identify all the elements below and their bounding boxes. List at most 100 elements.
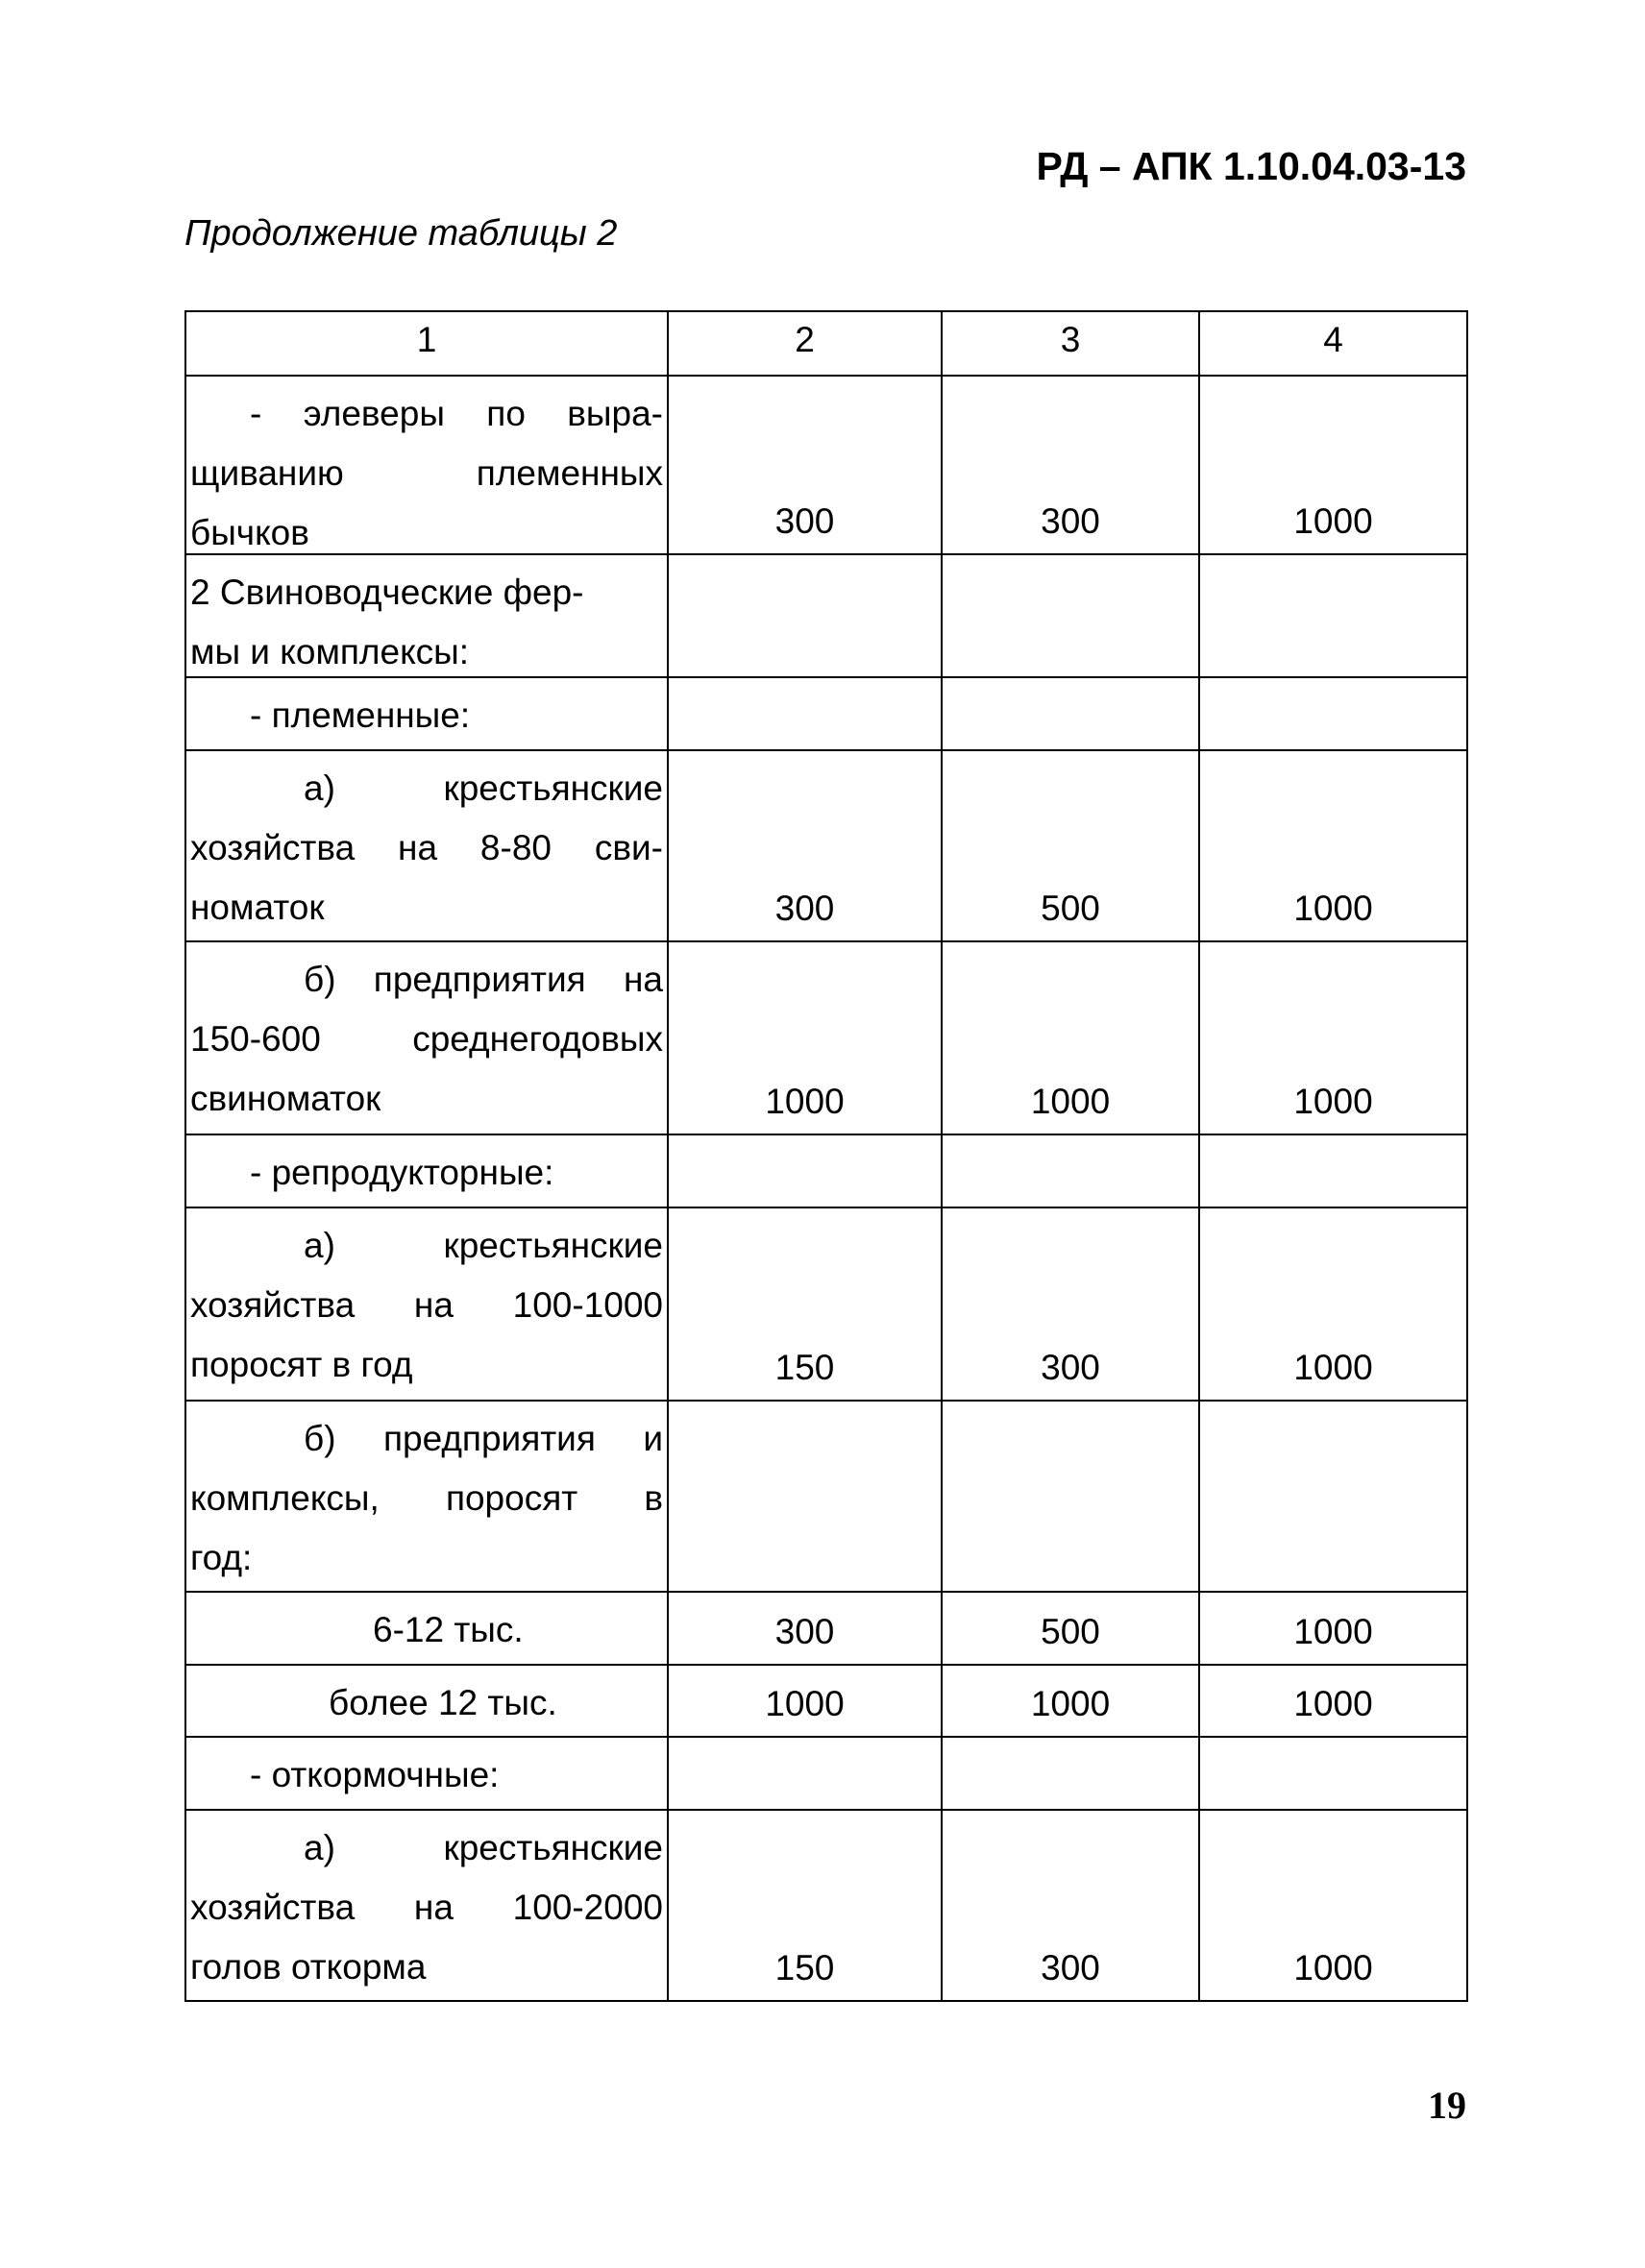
table-row: а) крестьянские хозяйства на 100-2000 голо…: [184, 1809, 1468, 2002]
row-label-cell: - элеверы по выра-щиванию племенных бычко…: [184, 375, 669, 555]
header-cell: 1: [184, 310, 669, 377]
table-row: б) предприятия и комплексы, поросят в год:: [184, 1400, 1468, 1593]
header-cell: 2: [667, 310, 943, 377]
value-cell: 1000: [1198, 1207, 1468, 1402]
value-cell: [941, 676, 1200, 751]
row-label-line: хозяйства на 100-1000: [190, 1285, 663, 1325]
header-label: 2: [795, 320, 815, 359]
cell-value: 150: [774, 1948, 835, 1988]
value-cell: 1000: [1198, 375, 1468, 555]
cell-value: 1000: [1293, 1948, 1373, 1988]
value-cell: [667, 1400, 943, 1593]
cell-value: 1000: [1030, 1082, 1111, 1121]
table-continuation-title: Продолжение таблицы 2: [184, 213, 618, 254]
row-label-line: мы и комплексы:: [190, 632, 470, 671]
value-cell: 500: [941, 1591, 1200, 1666]
cell-value: 1000: [1293, 1082, 1373, 1121]
value-cell: 1000: [1198, 1591, 1468, 1666]
row-label-line: а) крестьянские: [304, 1226, 663, 1265]
header-cell: 4: [1198, 310, 1468, 377]
row-label-line: более 12 тыс.: [329, 1683, 557, 1722]
header-cell: 3: [941, 310, 1200, 377]
row-label-line: хозяйства на 8-80 сви-: [190, 828, 663, 867]
cell-value: 1000: [765, 1684, 845, 1723]
cell-value: 500: [1041, 1612, 1100, 1651]
table-row: а) крестьянские хозяйства на 100-1000 поро…: [184, 1207, 1468, 1402]
row-label-line: 150-600 среднегодовых: [190, 1019, 663, 1059]
value-cell: 1000: [941, 940, 1200, 1135]
row-label-line: - племенные:: [250, 695, 471, 735]
table-row: более 12 тыс. 1000 1000 1000: [184, 1664, 1468, 1738]
value-cell: 300: [941, 1809, 1200, 2002]
cell-value: 300: [774, 501, 835, 541]
table-row: - репродукторные:: [184, 1134, 1468, 1208]
row-label-cell: б) предприятия и комплексы, поросят в год:: [184, 1400, 669, 1593]
value-cell: 1000: [1198, 1664, 1468, 1738]
value-cell: 1000: [667, 940, 943, 1135]
value-cell: [1198, 676, 1468, 751]
value-cell: [667, 553, 943, 678]
row-label-cell: а) крестьянские хозяйства на 100-1000 поро…: [184, 1207, 669, 1402]
value-cell: [667, 1134, 943, 1208]
row-label-cell: более 12 тыс.: [184, 1664, 669, 1738]
table-row: - откормочные:: [184, 1736, 1468, 1811]
cell-value: 300: [774, 1612, 835, 1651]
table-header-row: 1 2 3 4: [184, 310, 1468, 377]
value-cell: [941, 553, 1200, 678]
cell-value: 300: [1041, 1348, 1100, 1387]
row-label-cell: 2 Свиноводческие фер-мы и комплексы:: [184, 553, 669, 678]
value-cell: [1198, 1400, 1468, 1593]
header-label: 4: [1323, 320, 1343, 359]
row-label-line: а) крестьянские: [304, 768, 663, 808]
row-label-line: б) предприятия на: [304, 960, 663, 999]
value-cell: 300: [941, 375, 1200, 555]
row-label-line: комплексы, поросят в: [190, 1478, 663, 1518]
value-cell: 500: [941, 749, 1200, 942]
page-number: 19: [1428, 2084, 1466, 2127]
row-label-line: 2 Свиноводческие фер-: [190, 573, 584, 612]
cell-value: 1000: [1293, 889, 1373, 928]
value-cell: 1000: [667, 1664, 943, 1738]
row-label-cell: 6-12 тыс.: [184, 1591, 669, 1666]
cell-value: 1000: [1293, 1612, 1373, 1651]
header-label: 3: [1060, 320, 1081, 359]
cell-value: 150: [774, 1348, 835, 1387]
row-label-line: - элеверы по выра-: [250, 394, 663, 433]
row-label-line: голов откорма: [190, 1947, 427, 1987]
row-label-line: номаток: [190, 888, 325, 927]
document-code: РД – АПК 1.10.04.03-13: [1036, 144, 1466, 188]
cell-value: 1000: [765, 1082, 845, 1121]
value-cell: [941, 1134, 1200, 1208]
table-row: б) предприятия на 150-600 среднегодовых св…: [184, 940, 1468, 1135]
row-label-line: б) предприятия и: [304, 1419, 663, 1458]
cell-value: 300: [1041, 501, 1100, 541]
value-cell: [1198, 1134, 1468, 1208]
value-cell: 300: [667, 375, 943, 555]
value-cell: [667, 676, 943, 751]
table-row: - элеверы по выра-щиванию племенных бычко…: [184, 375, 1468, 555]
cell-value: 1000: [1293, 1348, 1373, 1387]
value-cell: 1000: [941, 1664, 1200, 1738]
row-label-cell: - репродукторные:: [184, 1134, 669, 1208]
table-row: 2 Свиноводческие фер-мы и комплексы:: [184, 553, 1468, 678]
value-cell: [941, 1400, 1200, 1593]
row-label-line: хозяйства на 100-2000: [190, 1888, 663, 1927]
cell-value: 1000: [1293, 501, 1373, 541]
table-row: - племенные:: [184, 676, 1468, 751]
value-cell: [667, 1736, 943, 1811]
cell-value: 500: [1041, 889, 1100, 928]
row-label-line: - репродукторные:: [250, 1153, 554, 1192]
row-label-line: щиванию племенных: [190, 453, 663, 493]
value-cell: 300: [941, 1207, 1200, 1402]
cell-value: 300: [1041, 1948, 1100, 1988]
row-label-line: бычков: [190, 513, 309, 552]
row-label-line: - откормочные:: [250, 1755, 500, 1794]
row-label-cell: - откормочные:: [184, 1736, 669, 1811]
value-cell: 300: [667, 749, 943, 942]
row-label-cell: а) крестьянские хозяйства на 8-80 сви-ном…: [184, 749, 669, 942]
value-cell: 150: [667, 1207, 943, 1402]
row-label-cell: б) предприятия на 150-600 среднегодовых св…: [184, 940, 669, 1135]
row-label-line: 6-12 тыс.: [373, 1610, 524, 1649]
header-label: 1: [416, 320, 437, 359]
row-label-cell: - племенные:: [184, 676, 669, 751]
